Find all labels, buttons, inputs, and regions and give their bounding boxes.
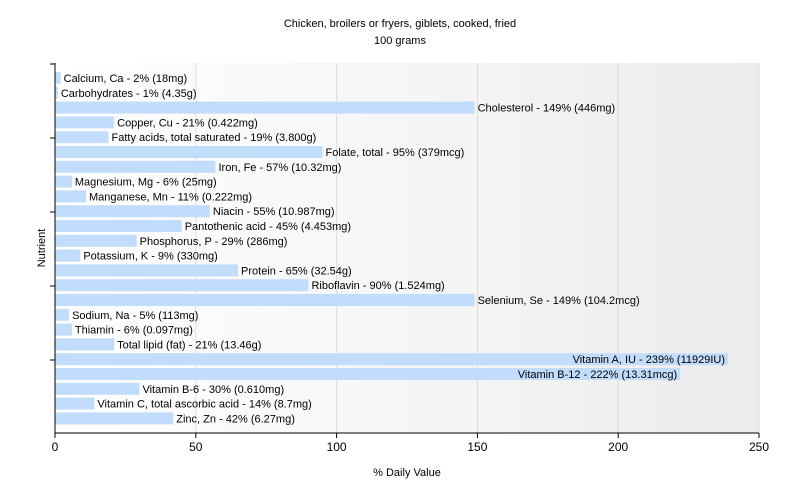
bar-label: Niacin - 55% (10.987mg) [213, 206, 335, 218]
bar [55, 323, 72, 336]
bar [55, 368, 681, 380]
bar-label: Thiamin - 6% (0.097mg) [75, 325, 193, 337]
y-axis-label: Nutrient [36, 229, 48, 268]
bar-label: Zinc, Zn - 42% (6.27mg) [176, 413, 295, 425]
bar-label: Protein - 65% (32.54g) [241, 265, 352, 277]
bar-label: Vitamin B-12 - 222% (13.31mcg) [518, 369, 677, 381]
bar [55, 205, 210, 218]
bar-label: Riboflavin - 90% (1.524mg) [311, 280, 444, 292]
bar [55, 190, 86, 203]
bar [55, 234, 137, 247]
bar [55, 353, 729, 366]
bar-label: Folate, total - 95% (379mcg) [326, 147, 465, 159]
x-tick-label: 150 [467, 440, 487, 454]
bar-label: Calcium, Ca - 2% (18mg) [64, 73, 187, 85]
bar-label: Magnesium, Mg - 6% (25mg) [75, 177, 217, 189]
x-tick-label: 50 [189, 440, 203, 454]
bar [55, 382, 140, 395]
bar [55, 294, 475, 306]
bar-label: Potassium, K - 9% (330mg) [83, 251, 218, 263]
bar [55, 412, 174, 425]
bar [55, 397, 95, 410]
bar-label: Copper, Cu - 21% (0.422mg) [117, 117, 258, 129]
bar-label: Fatty acids, total saturated - 19% (3.80… [112, 132, 317, 144]
bar [55, 249, 81, 262]
bar-label: Manganese, Mn - 11% (0.222mg) [89, 191, 252, 203]
bar [55, 86, 58, 99]
bar-label: Vitamin A, IU - 239% (11929IU) [573, 354, 725, 366]
bar [55, 146, 323, 158]
bar [55, 160, 216, 173]
bar [55, 116, 115, 129]
bar [55, 131, 109, 144]
bar-label: Phosphorus, P - 29% (286mg) [140, 236, 288, 248]
chart-subtitle: 100 grams [374, 35, 426, 47]
bar-label: Sodium, Na - 5% (113mg) [72, 310, 198, 322]
x-tick-label: 100 [327, 440, 347, 454]
x-tick-label: 200 [608, 440, 628, 454]
bar-label: Carbohydrates - 1% (4.35g) [61, 88, 197, 100]
bar [55, 279, 309, 292]
bar [55, 175, 72, 188]
bar-label: Vitamin B-6 - 30% (0.610mg) [142, 384, 284, 396]
bar-label: Total lipid (fat) - 21% (13.46g) [117, 339, 261, 351]
bar-label: Iron, Fe - 57% (10.32mg) [219, 162, 342, 174]
bar-label: Selenium, Se - 149% (104.2mcg) [478, 295, 640, 307]
bar [55, 72, 61, 84]
bar [55, 264, 239, 277]
bar [55, 220, 182, 232]
bar-label: Cholesterol - 149% (446mg) [478, 103, 616, 115]
chart-title: Chicken, broilers or fryers, giblets, co… [284, 18, 516, 30]
bar-label: Pantothenic acid - 45% (4.453mg) [185, 221, 351, 233]
bar [55, 101, 475, 114]
bar [55, 338, 115, 351]
x-tick-label: 250 [749, 440, 769, 454]
x-axis-label: % Daily Value [373, 467, 441, 479]
bar-label: Vitamin C, total ascorbic acid - 14% (8.… [97, 399, 311, 411]
bar [55, 308, 70, 321]
x-tick-label: 0 [52, 440, 59, 454]
